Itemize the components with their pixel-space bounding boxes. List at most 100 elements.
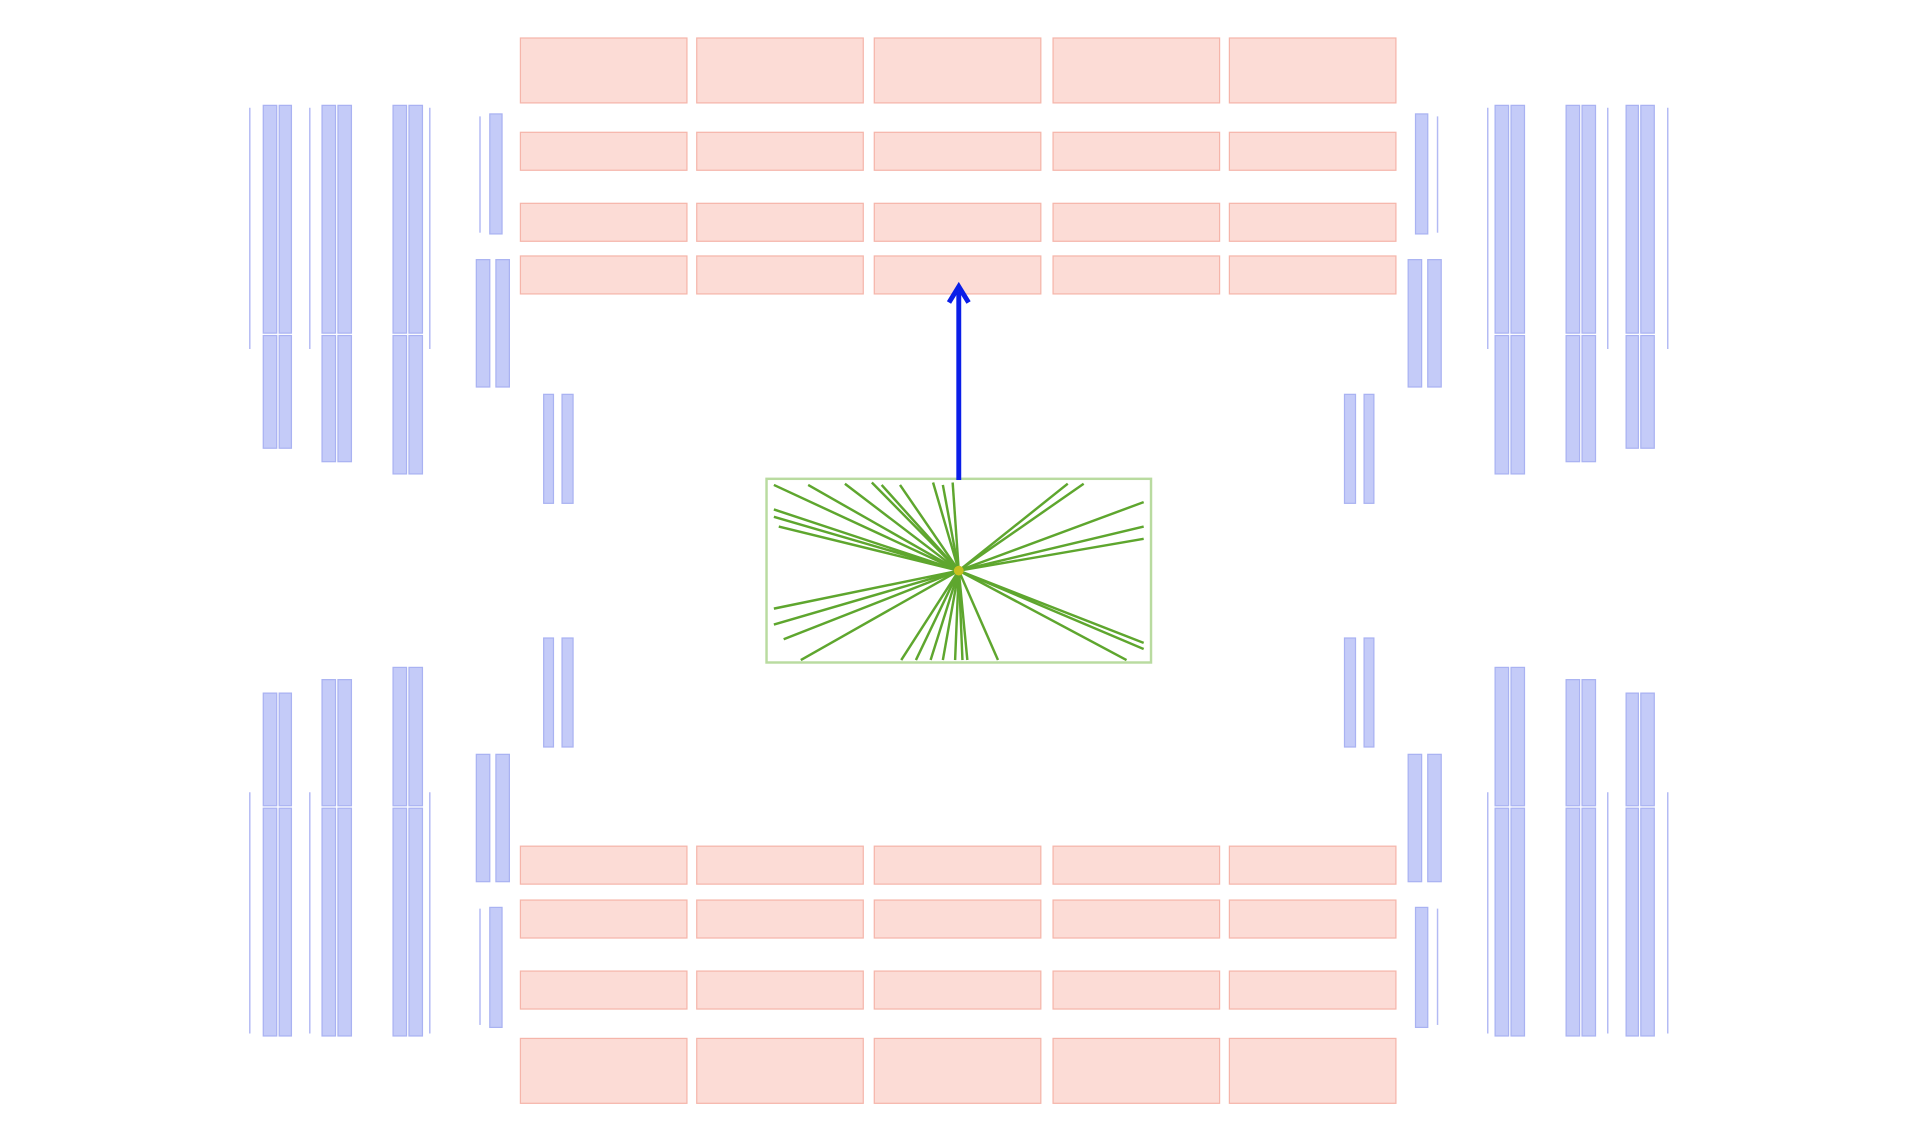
calo-cell (519, 202, 688, 242)
track (958, 569, 1145, 645)
calo-cell (1228, 899, 1397, 939)
track (951, 482, 960, 571)
calo-cell (1052, 255, 1221, 295)
muon-chamber (392, 104, 408, 334)
calo-cell (519, 845, 688, 885)
track (957, 570, 1000, 661)
track (914, 570, 960, 661)
calo-cell (519, 970, 688, 1010)
track (844, 482, 960, 572)
track (941, 484, 960, 571)
calo-cell (696, 37, 864, 104)
muon-chamber (1427, 753, 1442, 883)
muon-chambers (249, 104, 1669, 1037)
calo-cell (519, 899, 688, 939)
calo-cell (696, 845, 864, 885)
calo-cell (696, 131, 864, 171)
calo-cell (873, 1037, 1042, 1104)
calo-cell (696, 899, 864, 939)
muon-chamber (321, 679, 337, 807)
track (778, 525, 960, 572)
track (773, 483, 960, 572)
calo-cell (519, 131, 688, 171)
calo-cell (696, 970, 864, 1010)
track (958, 482, 1069, 572)
muon-chamber (1510, 807, 1526, 1037)
muon-chamber (1494, 666, 1510, 807)
muon-chamber (1625, 807, 1639, 1037)
tracks (773, 481, 1145, 662)
muon-chamber (1640, 692, 1655, 807)
calo-cell (1228, 970, 1397, 1010)
muon-chamber (278, 104, 293, 334)
track (900, 570, 960, 661)
calo-cell (1052, 131, 1221, 171)
muon-chamber (262, 807, 278, 1037)
muon-chamber (475, 753, 491, 883)
muon-chamber (1363, 393, 1375, 504)
calo-cell (1052, 845, 1221, 885)
muon-chamber (262, 334, 278, 449)
track (958, 569, 1128, 662)
muon-chamber (278, 692, 293, 807)
muon-chamber (1581, 104, 1597, 334)
muon-chamber (1510, 334, 1526, 475)
calo-cell (696, 255, 864, 295)
muon-chamber (392, 807, 408, 1037)
calo-cell (873, 845, 1042, 885)
muon-chamber (495, 259, 510, 388)
muon-chamber (1581, 807, 1597, 1037)
calo-cell (873, 970, 1042, 1010)
track (773, 515, 960, 572)
calo-cell (696, 1037, 864, 1104)
calo-cell (1052, 970, 1221, 1010)
calo-cell (1052, 1037, 1221, 1104)
muon-chamber (1363, 637, 1375, 748)
muon-chamber (408, 334, 424, 475)
calo-cell (1228, 255, 1397, 295)
track (958, 482, 1085, 572)
muon-chamber (1565, 807, 1581, 1037)
muon-chamber (321, 104, 337, 334)
muon-chamber (1625, 334, 1639, 449)
calo-cell (1228, 37, 1397, 104)
muon-chamber (1414, 113, 1429, 235)
vertex (953, 565, 964, 576)
track (783, 569, 960, 641)
muon-chamber (1407, 753, 1423, 883)
track (929, 570, 960, 661)
muon-chamber (321, 334, 337, 463)
track (957, 570, 969, 661)
muon-chamber (1625, 104, 1639, 334)
calo-cell (696, 202, 864, 242)
track (941, 570, 960, 661)
muon-chamber (392, 666, 408, 807)
track (800, 569, 960, 662)
calo-cell (873, 37, 1042, 104)
muon-chamber (561, 393, 574, 504)
muon-chamber (337, 807, 353, 1037)
calo-cell (1228, 202, 1397, 242)
muon-chamber (1640, 104, 1655, 334)
calo-cell (519, 255, 688, 295)
muon-chamber (1494, 334, 1510, 475)
track (807, 483, 960, 572)
muon-chamber (1343, 637, 1357, 748)
calo-cell (873, 899, 1042, 939)
muon-chamber (1640, 807, 1655, 1037)
muon-chamber (392, 334, 408, 475)
muon-chamber (1565, 334, 1581, 463)
muon-chamber (1565, 679, 1581, 807)
muon-chamber (262, 692, 278, 807)
calo-cell (519, 37, 688, 104)
muon-chamber (1407, 259, 1423, 388)
calo-cell (1052, 202, 1221, 242)
muon-chamber (337, 334, 353, 463)
muon-chamber (1494, 807, 1510, 1037)
muon-chamber (1494, 104, 1510, 334)
calorimeter (519, 37, 1397, 1104)
muon-chamber (1343, 393, 1357, 504)
arrow-head (946, 281, 971, 304)
